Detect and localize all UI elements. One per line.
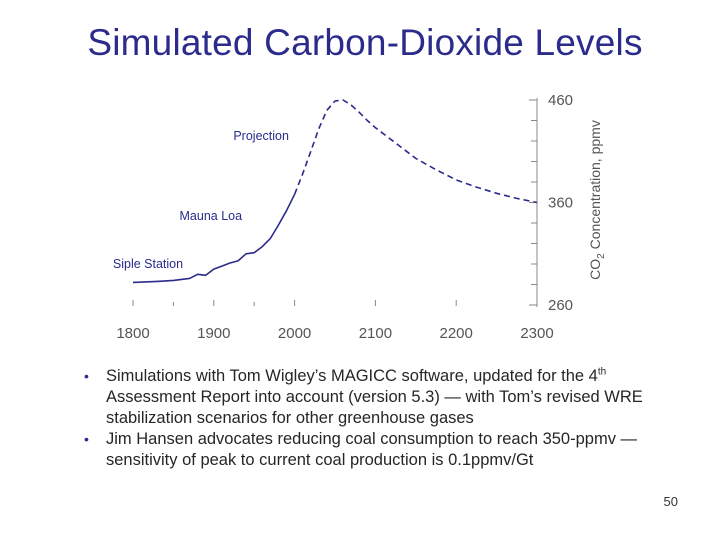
x-tick-label: 2100 bbox=[359, 325, 392, 342]
x-tick-label: 1800 bbox=[116, 325, 149, 342]
series-annotation: Projection bbox=[233, 129, 289, 143]
bullet-icon: • bbox=[84, 368, 89, 384]
y-tick-label: 460 bbox=[548, 92, 573, 109]
page-number: 50 bbox=[663, 494, 678, 509]
y-tick-label: 260 bbox=[548, 297, 573, 314]
y-tick-label: 360 bbox=[548, 195, 573, 212]
x-tick-label: 2300 bbox=[520, 325, 553, 342]
projection-line bbox=[293, 99, 538, 204]
series-annotation: Mauna Loa bbox=[180, 209, 243, 223]
bullet-item: • Simulations with Tom Wigley’s MAGICC so… bbox=[84, 366, 643, 427]
historical-line bbox=[132, 193, 296, 284]
bullet-list: • Simulations with Tom Wigley’s MAGICC so… bbox=[84, 366, 694, 471]
x-tick-label: 1900 bbox=[197, 325, 230, 342]
co2-chart: 1800 1900 2000 2100 2200 2300 260 360 460 CO2 Con… bbox=[113, 92, 607, 342]
bullet-item: • Jim Hansen advocates reducing coal cons… bbox=[84, 430, 638, 469]
bullet-icon: • bbox=[84, 431, 89, 447]
series-annotation: Siple Station bbox=[113, 257, 183, 271]
y-axis-label: CO2 Concentration, ppmv bbox=[587, 120, 607, 280]
slide-title: Simulated Carbon-Dioxide Levels bbox=[87, 22, 643, 63]
x-tick-label: 2200 bbox=[440, 325, 473, 342]
x-tick-label: 2000 bbox=[278, 325, 311, 342]
